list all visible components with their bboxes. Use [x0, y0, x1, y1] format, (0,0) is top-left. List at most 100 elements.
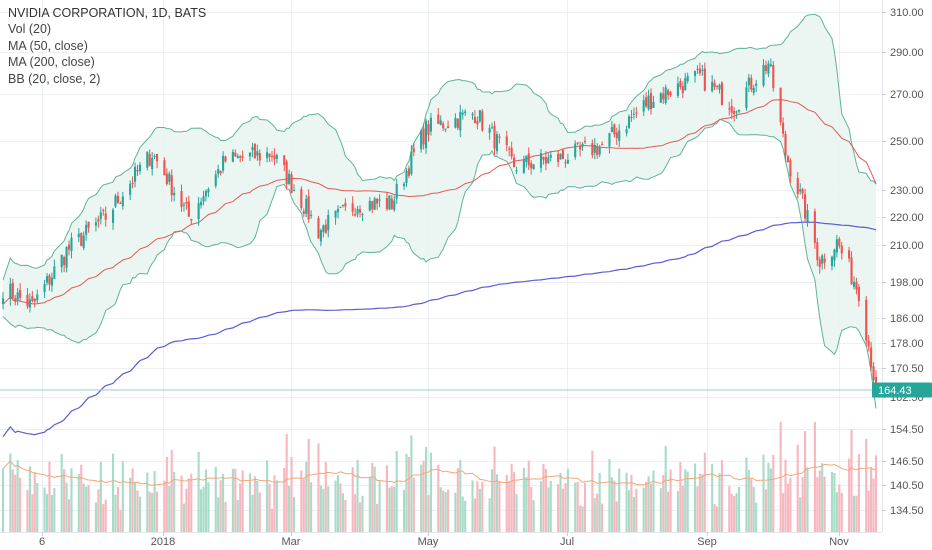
- candle-up: [121, 196, 124, 207]
- candle-down: [865, 299, 868, 341]
- volume-bar: [344, 499, 347, 532]
- candle-down: [31, 296, 34, 301]
- candle-down: [26, 294, 29, 307]
- candle-down: [649, 92, 653, 110]
- candle-down: [63, 257, 66, 266]
- candle-up: [204, 190, 208, 197]
- candle-up: [361, 214, 364, 216]
- candle-up: [659, 93, 662, 103]
- volume-bar: [735, 493, 738, 532]
- volume-bar: [9, 453, 12, 532]
- candle-down: [253, 143, 256, 159]
- candle-down: [170, 175, 173, 196]
- volume-bar: [618, 468, 621, 532]
- candle-down: [437, 114, 440, 124]
- volume-bar: [437, 464, 440, 532]
- candle-down: [840, 245, 843, 254]
- candle-up: [693, 70, 697, 76]
- candle-down: [300, 189, 303, 209]
- volume-bar: [799, 497, 802, 532]
- volume-bar: [82, 483, 85, 532]
- candle-down: [371, 200, 374, 210]
- candle-up: [378, 199, 381, 201]
- volume-bar: [796, 444, 799, 532]
- volume-bar: [542, 464, 545, 532]
- volume-bar: [285, 433, 288, 532]
- candle-down: [838, 238, 841, 247]
- volume-bar: [378, 480, 381, 532]
- candle-up: [248, 152, 252, 157]
- candle-up: [334, 210, 337, 218]
- volume-bar: [801, 476, 804, 532]
- volume-bar: [36, 483, 39, 532]
- candle-down: [344, 203, 347, 207]
- candle-up: [522, 159, 525, 173]
- volume-bar: [659, 488, 662, 532]
- volume-bar: [302, 479, 305, 532]
- volume-bar: [447, 489, 450, 532]
- candle-down: [613, 124, 616, 135]
- candle-down: [796, 177, 799, 194]
- volume-bar: [444, 492, 447, 532]
- candle-up: [111, 209, 115, 223]
- price-tick-label: 310.00: [890, 7, 924, 19]
- candle-down: [97, 219, 100, 222]
- time-axis[interactable]: 6 2018 Mar May Jul Sep Nov: [39, 532, 849, 548]
- volume-bar: [481, 481, 484, 532]
- candle-up: [852, 282, 856, 287]
- volume-bar: [368, 476, 371, 532]
- volume-bar: [870, 468, 873, 532]
- volume-bar: [187, 478, 190, 532]
- volume-bar: [290, 457, 293, 532]
- volume-bar: [561, 488, 565, 532]
- volume-bar: [219, 480, 222, 532]
- volume-bar: [703, 452, 706, 532]
- volume-bar: [696, 486, 699, 532]
- candle-down: [498, 136, 501, 138]
- price-axis[interactable]: 310.00 290.00 270.00 250.00 230.00 220.00 210.…: [882, 7, 924, 517]
- volume-bar: [813, 422, 816, 532]
- volume-bar: [848, 458, 851, 532]
- volume-bar: [224, 502, 227, 532]
- candle-up: [77, 233, 80, 238]
- candle-up: [153, 156, 156, 158]
- volume-bar: [816, 477, 819, 532]
- candle-down: [165, 173, 168, 184]
- volume-bar: [420, 464, 423, 532]
- candle-up: [525, 155, 528, 163]
- volume-bar: [85, 486, 88, 532]
- candle-up: [292, 189, 296, 191]
- candle-up: [769, 64, 772, 67]
- volume-bar: [412, 477, 415, 532]
- volume-bar: [319, 485, 322, 532]
- volume-bar: [576, 482, 579, 532]
- candle-down: [857, 286, 860, 302]
- candle-up: [99, 212, 102, 219]
- volume-bar: [698, 473, 701, 532]
- volume-bar: [513, 472, 516, 532]
- volume-bar: [373, 466, 376, 532]
- candle-up: [45, 276, 49, 283]
- candle-down: [116, 195, 119, 203]
- candle-down: [804, 194, 807, 219]
- volume-bar: [356, 459, 359, 532]
- candle-down: [669, 91, 672, 96]
- candle-up: [402, 183, 406, 187]
- candle-down: [850, 257, 853, 284]
- volume-bar: [65, 482, 68, 532]
- candle-down: [818, 259, 821, 267]
- candle-down: [564, 162, 567, 164]
- candle-up: [9, 283, 12, 299]
- volume-bar: [557, 484, 560, 532]
- candle-down: [234, 152, 237, 157]
- candle-down: [527, 153, 530, 166]
- candle-down: [855, 281, 858, 290]
- candle-down: [635, 112, 638, 114]
- volume-bar: [427, 495, 430, 532]
- volume-bar: [300, 470, 303, 532]
- volume-bar: [67, 499, 71, 532]
- candle-up: [488, 128, 491, 133]
- candle-down: [285, 161, 288, 185]
- volume-bar: [596, 493, 599, 532]
